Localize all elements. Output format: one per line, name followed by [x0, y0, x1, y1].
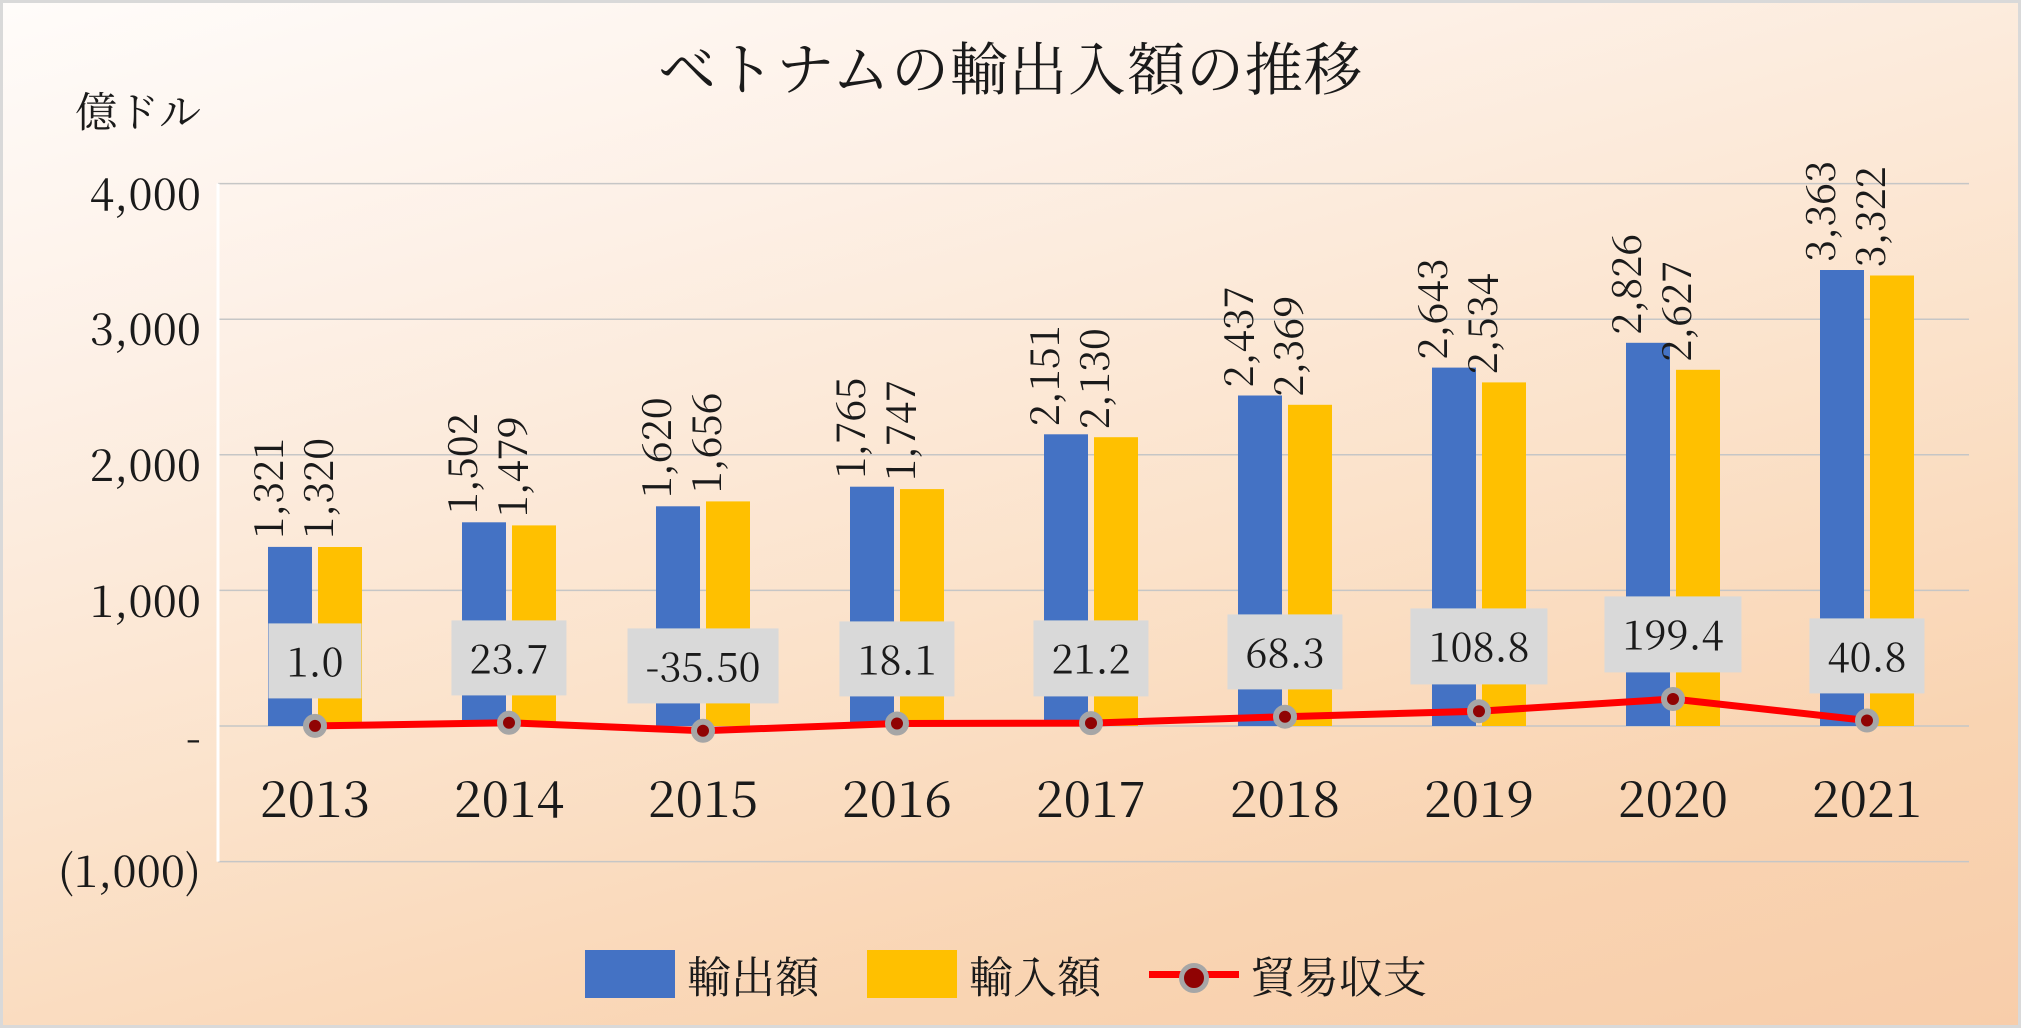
svg-text:1,765: 1,765 [820, 378, 877, 479]
svg-text:2,151: 2,151 [1014, 325, 1071, 426]
svg-text:2,534: 2,534 [1452, 273, 1509, 374]
svg-text:2,130: 2,130 [1064, 328, 1121, 429]
svg-text:1,479: 1,479 [482, 416, 539, 517]
svg-text:1,620: 1,620 [626, 397, 683, 498]
svg-text:1,320: 1,320 [288, 438, 345, 539]
svg-text:1,656: 1,656 [676, 392, 733, 493]
svg-text:1,747: 1,747 [870, 380, 927, 481]
svg-text:2,369: 2,369 [1258, 296, 1315, 397]
svg-text:2,643: 2,643 [1402, 259, 1459, 360]
svg-text:1,502: 1,502 [432, 413, 489, 514]
svg-text:3,322: 3,322 [1840, 166, 1897, 267]
svg-text:2,437: 2,437 [1208, 286, 1265, 387]
svg-text:2,826: 2,826 [1596, 234, 1653, 335]
svg-text:1,321: 1,321 [238, 438, 295, 539]
svg-text:3,363: 3,363 [1790, 161, 1847, 262]
svg-text:2,627: 2,627 [1646, 261, 1703, 362]
